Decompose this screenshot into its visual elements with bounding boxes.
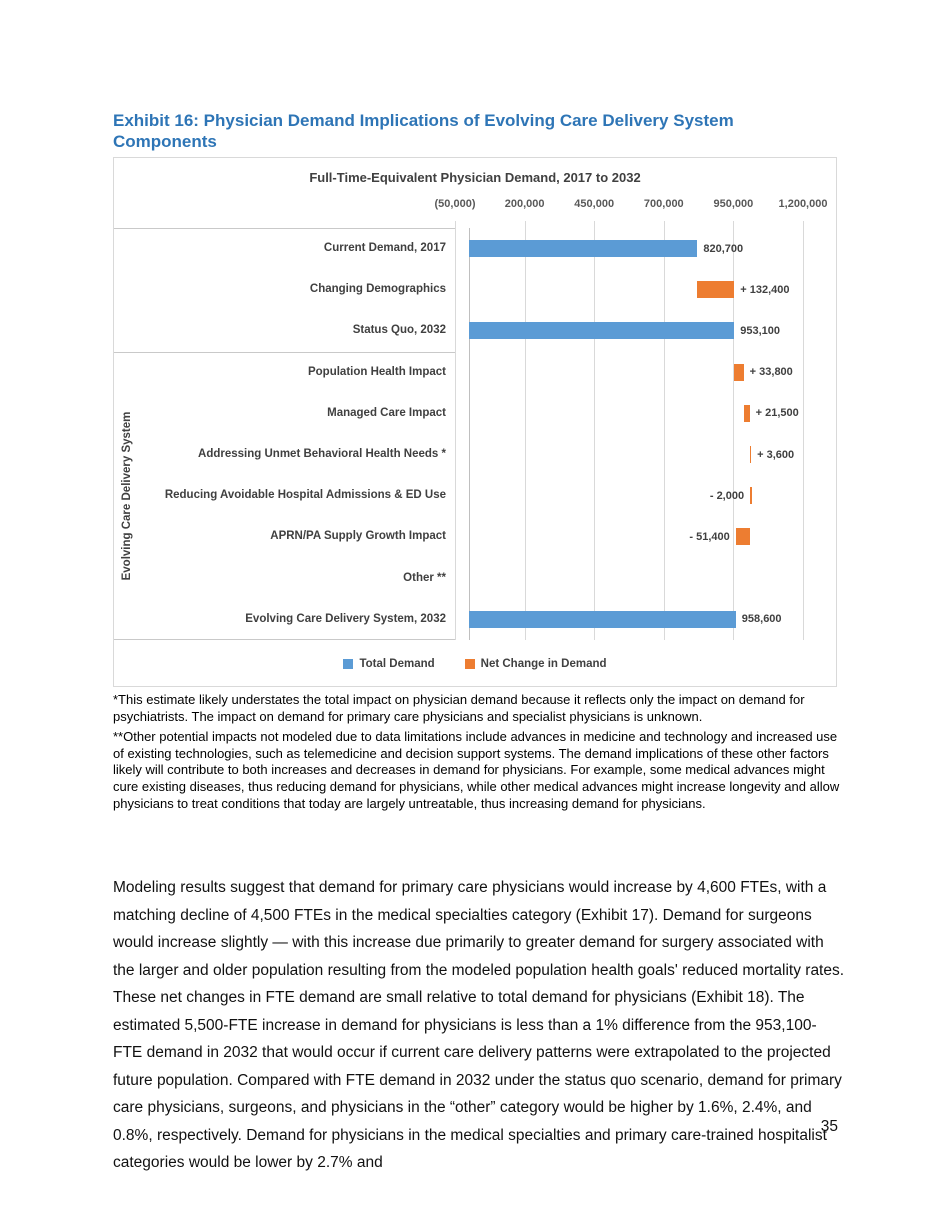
category-group-separator: [114, 351, 455, 353]
gridline: [663, 221, 665, 640]
bar-total-demand: [468, 610, 736, 628]
category-axis-rule-bottom: [114, 639, 455, 640]
chart-row: Status Quo, 2032 953,100: [114, 310, 836, 351]
bar-net-change: [743, 404, 750, 422]
axis-tick-label: 200,000: [504, 198, 545, 210]
bar-total-demand: [468, 322, 735, 340]
chart-row: Reducing Avoidable Hospital Admissions &…: [114, 475, 836, 516]
bar-net-change: [734, 363, 744, 381]
axis-tick-label: 950,000: [713, 198, 754, 210]
chart-row: Evolving Care Delivery System, 2032 958,6…: [114, 599, 836, 640]
gridline: [524, 221, 526, 640]
value-axis-labels: (50,000) 200,000 450,000 700,000 950,000 1,20…: [114, 198, 836, 214]
chart-row: Other **: [114, 558, 836, 599]
gridline: [594, 221, 596, 640]
chart-title: Full-Time-Equivalent Physician Demand, 2…: [309, 170, 641, 185]
category-label: APRN/PA Supply Growth Impact: [270, 530, 446, 543]
data-label: - 2,000: [709, 489, 745, 502]
bar-net-change: [697, 281, 735, 299]
data-label: - 51,400: [689, 530, 730, 543]
category-label: Addressing Unmet Behavioral Health Needs…: [198, 448, 446, 461]
bar-net-change: [735, 528, 751, 546]
body-paragraph: Modeling results suggest that demand for…: [113, 879, 845, 1171]
chart-row: Changing Demographics + 132,400: [114, 269, 836, 310]
gridline: [455, 221, 456, 640]
chart-legend: Total Demand Net Change in Demand: [114, 658, 836, 670]
legend-swatch-total-demand: [343, 659, 354, 669]
footnote-double-asterisk: **Other potential impacts not modeled du…: [113, 729, 840, 811]
gridline: [733, 221, 735, 640]
page-number: 35: [820, 1118, 838, 1135]
category-label: Other **: [403, 571, 446, 584]
category-label: Evolving Care Delivery System, 2032: [245, 612, 446, 625]
data-label: 820,700: [703, 242, 744, 255]
category-axis-rule-top: [114, 228, 455, 229]
chart-row: APRN/PA Supply Growth Impact - 51,400: [114, 516, 836, 557]
chart-footnotes: *This estimate likely understates the to…: [113, 692, 841, 816]
data-label: + 3,600: [757, 448, 795, 461]
fte-demand-chart: Full-Time-Equivalent Physician Demand, 2…: [113, 157, 837, 687]
legend-label: Total Demand: [359, 658, 435, 670]
legend-swatch-net-change-in-demand: [464, 659, 475, 669]
footnote-asterisk: *This estimate likely understates the to…: [113, 692, 805, 724]
category-label: Reducing Avoidable Hospital Admissions &…: [164, 489, 446, 502]
zero-axis-line: [468, 228, 470, 640]
axis-tick-label: 700,000: [643, 198, 684, 210]
legend-item: Total Demand: [343, 658, 435, 670]
category-label: Current Demand, 2017: [323, 242, 446, 255]
category-label: Population Health Impact: [307, 365, 446, 378]
bar-net-change: [750, 487, 752, 505]
chart-row: Current Demand, 2017 820,700: [114, 228, 836, 269]
data-label: + 33,800: [749, 366, 793, 379]
data-label: 958,600: [741, 613, 782, 626]
category-label: Changing Demographics: [309, 283, 446, 296]
bar-net-change: [749, 446, 752, 464]
chart-row: Addressing Unmet Behavioral Health Needs…: [114, 434, 836, 475]
chart-row: Managed Care Impact + 21,500: [114, 393, 836, 434]
data-label: + 132,400: [740, 283, 790, 296]
data-label: 953,100: [740, 324, 781, 337]
legend-label: Net Change in Demand: [480, 658, 607, 670]
exhibit-heading: Exhibit 16: Physician Demand Implication…: [113, 111, 734, 151]
legend-item: Net Change in Demand: [464, 658, 607, 670]
category-label: Status Quo, 2032: [352, 324, 446, 337]
gridlines-layer: [455, 221, 804, 640]
data-label: + 21,500: [755, 407, 799, 420]
category-label: Managed Care Impact: [327, 406, 446, 419]
axis-tick-label: 1,200,000: [778, 198, 828, 210]
axis-tick-label: (50,000): [434, 198, 476, 210]
axis-tick-label: 450,000: [574, 198, 615, 210]
chart-row: Population Health Impact + 33,800: [114, 352, 836, 393]
plot-area: Evolving Care Delivery System Current De…: [114, 221, 836, 640]
gridline: [803, 221, 804, 640]
bar-total-demand: [468, 240, 698, 258]
